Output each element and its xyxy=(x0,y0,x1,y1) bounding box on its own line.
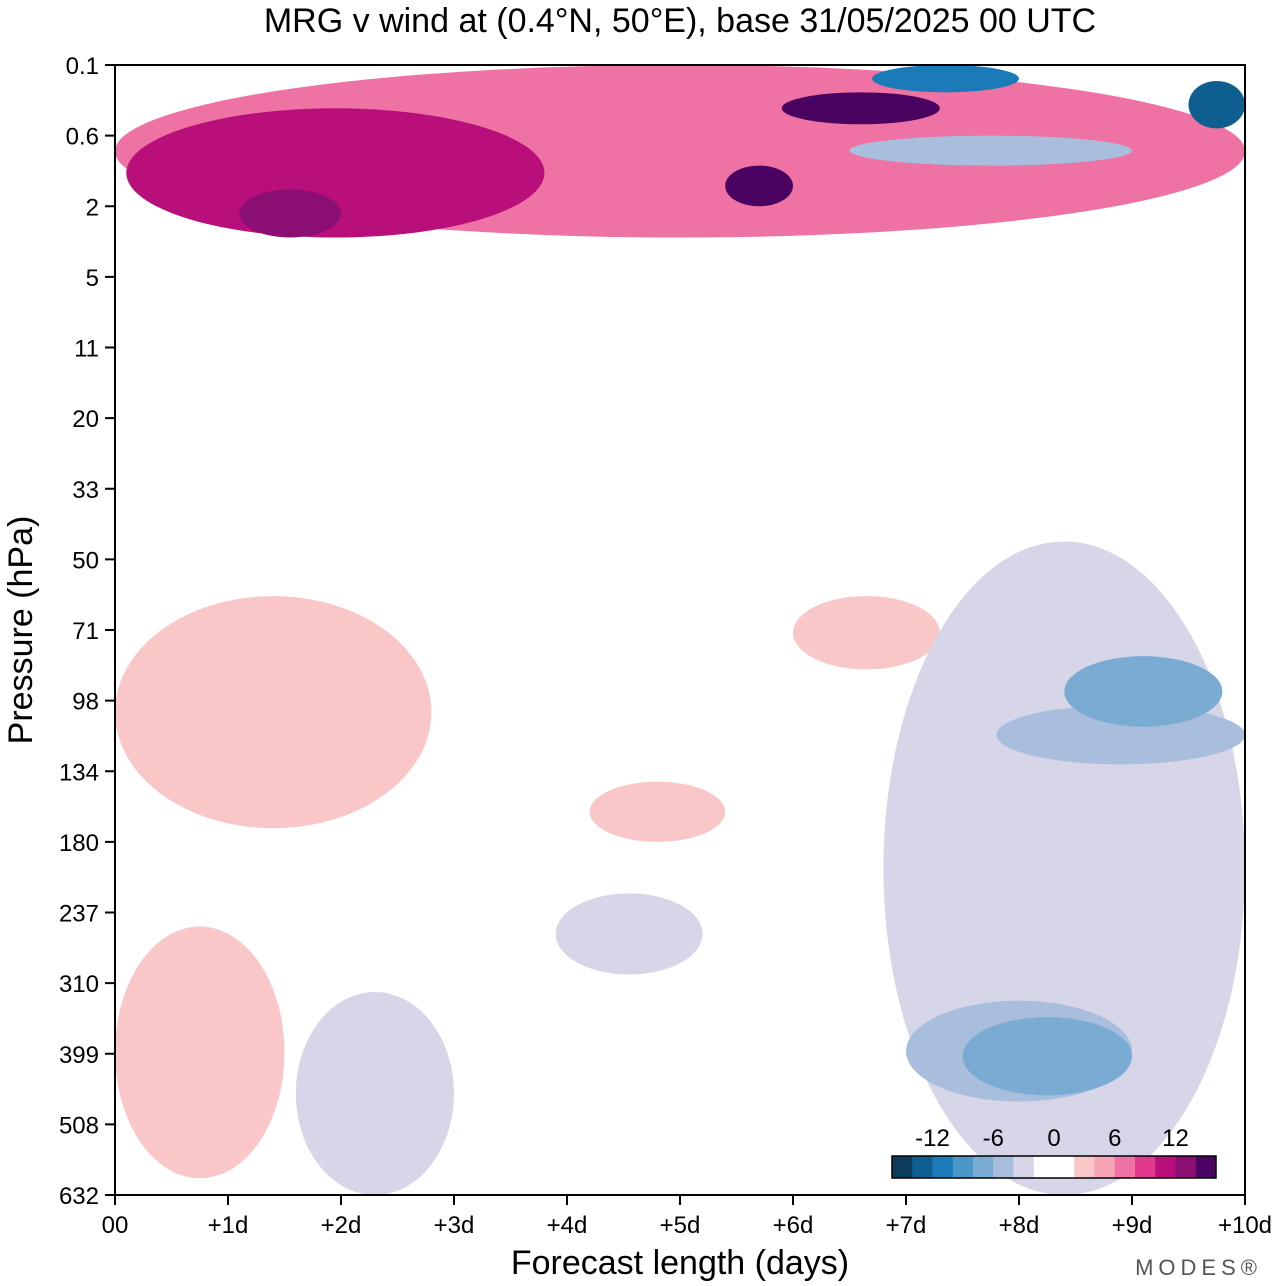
contour-region-positive-2 xyxy=(239,189,341,238)
colorbar-swatch xyxy=(952,1156,974,1178)
plot-area xyxy=(114,64,1246,1196)
y-tick-label: 134 xyxy=(59,759,99,786)
contour-region-positive-4 xyxy=(781,92,940,125)
y-axis: 0.1 0.6 2 5 11 20 33 50 71 98 134 180 237 310 399 508 63… xyxy=(59,53,115,1210)
x-tick-label: +8d xyxy=(999,1212,1040,1239)
colorbar-swatch xyxy=(993,1156,1014,1178)
x-axis-label: Forecast length (days) xyxy=(511,1244,849,1282)
y-tick-label: 33 xyxy=(72,477,99,504)
contour-region-positive-10 xyxy=(589,781,726,842)
x-tick-label: +7d xyxy=(886,1212,927,1239)
colorbar-swatch xyxy=(1033,1156,1055,1178)
colorbar-frame xyxy=(891,1155,1217,1179)
contour-region-negative-5 xyxy=(1188,80,1245,129)
chart-title: MRG v wind at (0.4°N, 50°E), base 31/05/… xyxy=(264,2,1096,40)
y-tick-label: 5 xyxy=(86,265,99,292)
colorbar-swatch xyxy=(892,1156,913,1178)
y-tick-label: 237 xyxy=(59,901,99,928)
colorbar-swatch xyxy=(973,1156,994,1178)
y-tick-label: 399 xyxy=(59,1042,99,1069)
y-tick-label: 632 xyxy=(59,1183,99,1210)
colorbar-swatch xyxy=(1054,1156,1075,1178)
y-tick-label: 71 xyxy=(72,618,99,645)
contour-region-positive-8 xyxy=(115,926,285,1179)
x-tick-label: +6d xyxy=(773,1212,814,1239)
x-tick-label: +5d xyxy=(660,1212,701,1239)
contour-region-negative-15 xyxy=(555,893,703,975)
y-tick-label: 20 xyxy=(72,406,99,433)
contour-region-positive-3 xyxy=(725,165,793,207)
colorbar-swatch xyxy=(1155,1156,1176,1178)
colorbar-swatch xyxy=(1114,1156,1136,1178)
contour-region-negative-7 xyxy=(849,135,1132,166)
colorbar-swatch xyxy=(1135,1156,1156,1178)
y-tick-label: 0.1 xyxy=(66,53,99,80)
contour-region-positive-11 xyxy=(793,596,940,670)
y-tick-label: 180 xyxy=(59,830,99,857)
colorbar-tick-label: 6 xyxy=(1108,1125,1121,1152)
contour-region-negative-14 xyxy=(295,992,454,1195)
x-tick-label: +1d xyxy=(208,1212,249,1239)
y-tick-label: 98 xyxy=(72,689,99,716)
colorbar-tick-label: 0 xyxy=(1047,1125,1060,1152)
colorbar-swatch xyxy=(912,1156,933,1178)
brand-logo: MODES® xyxy=(1135,1255,1262,1280)
y-axis-label: Pressure (hPa) xyxy=(2,516,40,745)
x-tick-label: 00 xyxy=(102,1212,129,1239)
colorbar-swatch xyxy=(1094,1156,1116,1178)
x-axis: 00 +1d +2d +3d +4d +5d +6d +7d +8d +9d +10d xyxy=(102,1195,1272,1239)
y-tick-label: 0.6 xyxy=(66,124,99,151)
y-tick-label: 310 xyxy=(59,971,99,998)
contour-region-positive-1 xyxy=(126,108,545,238)
contour-region-positive-9 xyxy=(115,596,432,829)
contour-region-negative-19 xyxy=(962,1017,1132,1096)
colorbar-swatch xyxy=(1013,1156,1035,1178)
x-tick-label: +9d xyxy=(1112,1212,1153,1239)
colorbar-tick-label: -6 xyxy=(983,1125,1004,1152)
x-tick-label: +2d xyxy=(321,1212,362,1239)
colorbar-tick-label: -12 xyxy=(915,1125,950,1152)
y-tick-label: 2 xyxy=(86,194,99,221)
y-tick-label: 50 xyxy=(72,547,99,574)
x-tick-label: +4d xyxy=(547,1212,588,1239)
y-tick-label: 508 xyxy=(59,1112,99,1139)
contour-fill-layer xyxy=(115,65,1245,1195)
colorbar-swatch xyxy=(1074,1156,1095,1178)
x-tick-label: +10d xyxy=(1218,1212,1272,1239)
contour-region-negative-6 xyxy=(872,65,1019,93)
colorbar-swatch xyxy=(932,1156,954,1178)
colorbar-tick-label: 12 xyxy=(1162,1125,1189,1152)
colorbar: -12 -6 0 6 12 xyxy=(891,1125,1217,1179)
contour-region-negative-18 xyxy=(1064,656,1223,727)
y-tick-label: 11 xyxy=(74,336,99,363)
colorbar-swatch xyxy=(1195,1156,1217,1178)
x-tick-label: +3d xyxy=(434,1212,475,1239)
colorbar-swatch xyxy=(1175,1156,1197,1178)
